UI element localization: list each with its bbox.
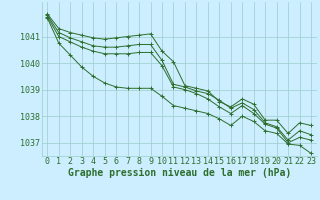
X-axis label: Graphe pression niveau de la mer (hPa): Graphe pression niveau de la mer (hPa) [68,168,291,178]
